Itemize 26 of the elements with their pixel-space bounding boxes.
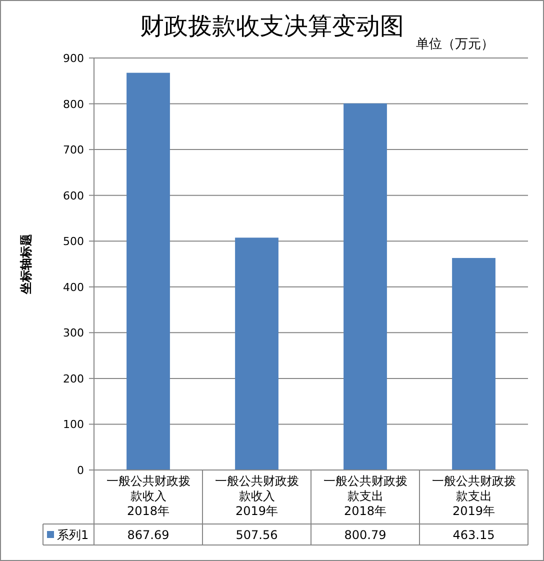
y-tick-label: 900 — [63, 52, 84, 65]
chart-title: 财政拨款收支决算变动图 — [140, 12, 404, 40]
x-tick-label: 一般公共财政拨款收入2019年 — [214, 474, 299, 518]
x-tick-label: 一般公共财政拨款支出2018年 — [323, 474, 408, 518]
y-tick-label: 800 — [63, 98, 84, 111]
y-tick-label: 300 — [63, 326, 84, 340]
y-axis-title: 坐标轴标题 — [19, 234, 33, 295]
x-tick-label: 一般公共财政拨款收入2018年 — [106, 474, 190, 518]
bar — [126, 72, 170, 470]
y-tick-label: 0 — [77, 464, 84, 477]
y-tick-label: 500 — [63, 235, 84, 248]
y-tick-label: 600 — [63, 189, 84, 202]
text: 单位（万元） — [416, 37, 494, 52]
data-label: 463.15 — [452, 528, 495, 542]
bar — [235, 238, 278, 470]
y-tick-label: 700 — [63, 144, 84, 157]
bar — [452, 258, 496, 470]
data-label: 800.79 — [344, 528, 386, 542]
y-tick-label: 100 — [63, 418, 84, 432]
data-label: 507.56 — [236, 528, 278, 542]
data-label: 867.69 — [127, 528, 170, 542]
x-tick-label: 一般公共财政拨款支出2019年 — [432, 474, 516, 518]
y-tick-label: 400 — [63, 280, 84, 294]
bar — [344, 103, 387, 470]
y-tick-label: 200 — [63, 372, 84, 386]
legend-label: 系列1 — [57, 528, 89, 542]
